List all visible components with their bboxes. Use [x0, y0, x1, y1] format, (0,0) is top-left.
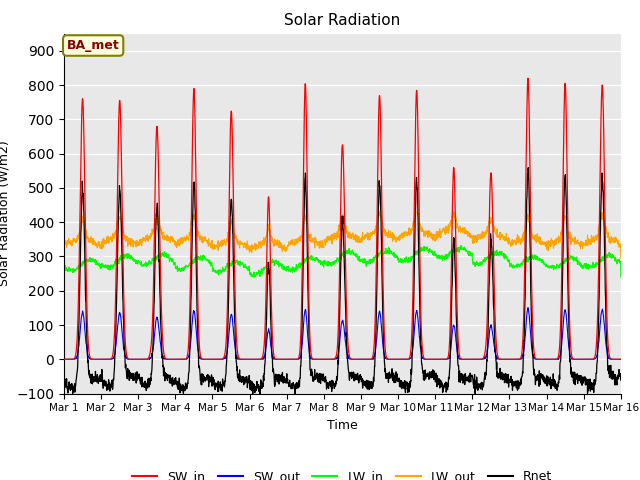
SW_out: [359, 357, 367, 362]
SW_out: [60, 357, 68, 362]
LW_in: [249, 274, 257, 280]
SW_in: [568, 354, 576, 360]
SW_in: [468, 357, 476, 362]
LW_out: [358, 232, 366, 238]
Rnet: [524, 165, 532, 170]
X-axis label: Time: Time: [327, 419, 358, 432]
Text: BA_met: BA_met: [67, 39, 120, 52]
Line: LW_out: LW_out: [64, 212, 621, 258]
LW_out: [568, 236, 575, 241]
Rnet: [504, 372, 512, 377]
SW_out: [216, 357, 223, 362]
Rnet: [584, 390, 591, 396]
LW_in: [371, 254, 379, 260]
Line: SW_in: SW_in: [64, 78, 621, 360]
SW_out: [617, 357, 625, 362]
Rnet: [568, 372, 576, 377]
SW_in: [524, 75, 532, 81]
SW_out: [584, 357, 591, 362]
Title: Solar Radiation: Solar Radiation: [284, 13, 401, 28]
LW_out: [60, 244, 68, 250]
LW_out: [371, 230, 378, 236]
LW_in: [568, 253, 576, 259]
SW_in: [60, 357, 68, 362]
LW_out: [584, 242, 591, 248]
SW_in: [216, 357, 223, 362]
LW_in: [617, 274, 625, 280]
Y-axis label: Solar Radiation (W/m2): Solar Radiation (W/m2): [0, 141, 11, 287]
LW_out: [617, 255, 625, 261]
Line: LW_in: LW_in: [64, 245, 621, 277]
LW_in: [458, 242, 465, 248]
SW_out: [371, 352, 379, 358]
Rnet: [216, 382, 223, 387]
SW_in: [504, 357, 512, 362]
SW_out: [524, 305, 532, 311]
LW_in: [60, 264, 68, 269]
Rnet: [371, 363, 379, 369]
LW_out: [504, 240, 512, 246]
Rnet: [359, 385, 367, 391]
Legend: SW_in, SW_out, LW_in, LW_out, Rnet: SW_in, SW_out, LW_in, LW_out, Rnet: [127, 465, 557, 480]
SW_out: [234, 357, 242, 362]
SW_out: [568, 356, 576, 362]
LW_in: [216, 267, 223, 273]
Rnet: [617, 377, 625, 383]
Line: SW_out: SW_out: [64, 308, 621, 360]
SW_in: [358, 357, 366, 362]
LW_in: [584, 263, 591, 269]
LW_in: [505, 259, 513, 265]
SW_out: [504, 357, 512, 362]
SW_in: [584, 357, 591, 362]
LW_out: [375, 209, 383, 215]
LW_out: [216, 244, 223, 250]
SW_in: [371, 336, 378, 341]
SW_in: [617, 357, 625, 362]
Rnet: [256, 392, 264, 398]
Line: Rnet: Rnet: [64, 168, 621, 395]
LW_in: [359, 260, 367, 265]
Rnet: [60, 375, 68, 381]
